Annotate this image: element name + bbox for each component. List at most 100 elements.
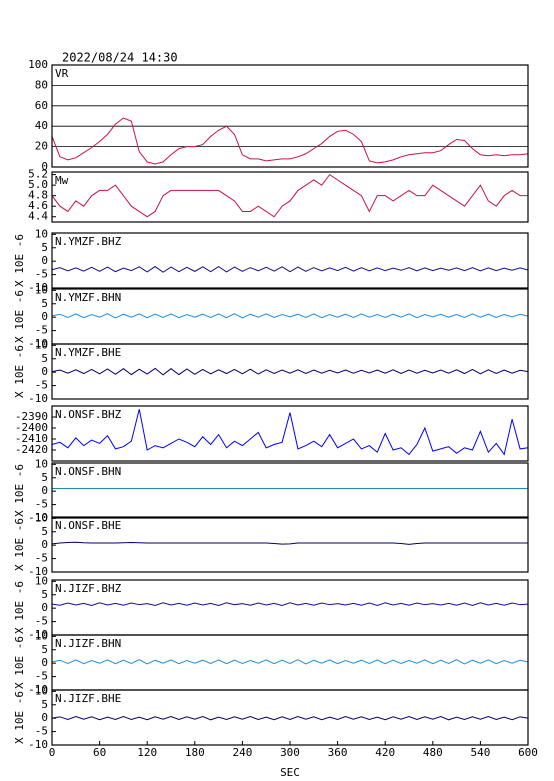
y-tick-label: -2390 xyxy=(15,410,48,423)
y-tick-label: -10 xyxy=(28,511,48,524)
x-tick-label: 180 xyxy=(185,746,205,759)
y-tick-label: 10 xyxy=(35,574,48,587)
panel-label: N.YMZF.BHZ xyxy=(55,235,122,248)
y-tick-label: -2400 xyxy=(15,421,48,434)
y-axis-label: X 10E -6 xyxy=(13,691,26,744)
y-tick-label: 5 xyxy=(41,588,48,601)
trace xyxy=(51,117,529,165)
y-tick-label: 10 xyxy=(35,283,48,296)
x-tick-label: 60 xyxy=(93,746,106,759)
y-tick-label: 0 xyxy=(41,310,48,323)
y-tick-label: 60 xyxy=(35,99,48,112)
y-axis-label: X 10E -6 xyxy=(13,518,26,571)
y-tick-label: 0 xyxy=(41,601,48,614)
y-tick-label: 5 xyxy=(41,241,48,254)
panel-frame xyxy=(51,232,529,289)
y-tick-label: -10 xyxy=(28,392,48,405)
y-tick-label: -10 xyxy=(28,281,48,294)
y-tick-label: 5.0 xyxy=(28,178,48,191)
y-tick-label: 20 xyxy=(35,140,48,153)
y-tick-label: -5 xyxy=(35,725,48,738)
panel-frame xyxy=(51,516,529,573)
y-tick-label: 10 xyxy=(35,338,48,351)
y-tick-label: 0 xyxy=(41,160,48,173)
trace xyxy=(51,313,529,319)
y-tick-label: 0 xyxy=(41,656,48,669)
chart-title: 2022/08/24 14:30 xyxy=(62,51,178,65)
y-tick-label: 0 xyxy=(41,711,48,724)
y-axis-label: X 10E -6 xyxy=(13,464,26,517)
x-tick-label: 120 xyxy=(137,746,157,759)
panel-frame xyxy=(51,462,529,519)
y-tick-label: 4.6 xyxy=(28,199,48,212)
x-tick-label: 360 xyxy=(328,746,348,759)
y-tick-label: 5 xyxy=(41,297,48,310)
panel-frame xyxy=(51,64,529,168)
y-tick-label: -5 xyxy=(35,268,48,281)
x-tick-label: 600 xyxy=(518,746,538,759)
y-axis-label: X 10E -6 xyxy=(13,345,26,398)
y-tick-label: -2410 xyxy=(15,432,48,445)
panel-label: VR xyxy=(55,67,69,80)
y-tick-label: 5 xyxy=(41,698,48,711)
y-tick-label: 10 xyxy=(35,684,48,697)
x-tick-label: 540 xyxy=(470,746,490,759)
y-tick-label: -10 xyxy=(28,565,48,578)
x-tick-label: 240 xyxy=(232,746,252,759)
y-tick-label: -5 xyxy=(35,498,48,511)
y-tick-label: 10 xyxy=(35,629,48,642)
x-tick-label: 300 xyxy=(280,746,300,759)
y-tick-label: 5 xyxy=(41,643,48,656)
y-tick-label: -10 xyxy=(28,683,48,696)
y-tick-label: 40 xyxy=(35,119,48,132)
y-axis-label: X 10E -6 xyxy=(13,290,26,343)
y-tick-label: 5.2 xyxy=(28,168,48,181)
panel-label: N.YMZF.BHE xyxy=(55,346,121,359)
y-tick-label: -10 xyxy=(28,738,48,751)
trace xyxy=(51,659,529,665)
trace xyxy=(51,173,528,218)
y-axis-label: X 10E -6 xyxy=(13,636,26,689)
x-tick-label: 0 xyxy=(49,746,56,759)
y-tick-label: 0 xyxy=(41,538,48,551)
y-tick-label: 5 xyxy=(41,525,48,538)
trace xyxy=(51,409,529,456)
x-tick-label: 480 xyxy=(423,746,443,759)
y-tick-label: 0 xyxy=(41,254,48,267)
y-tick-label: -5 xyxy=(35,324,48,337)
y-tick-label: 4.8 xyxy=(28,189,48,202)
y-tick-label: 80 xyxy=(35,78,48,91)
y-tick-label: -5 xyxy=(35,379,48,392)
trace xyxy=(51,602,529,607)
y-tick-label: -5 xyxy=(35,552,48,565)
y-tick-label: -10 xyxy=(28,628,48,641)
x-tick-label: 420 xyxy=(375,746,395,759)
panel-frame xyxy=(51,171,529,223)
panel-label: N.JIZF.BHN xyxy=(55,637,121,650)
y-tick-label: -5 xyxy=(35,615,48,628)
y-axis-label: X 10E -6 xyxy=(13,581,26,634)
panel-label: Mw xyxy=(55,174,69,187)
panel-label: N.YMZF.BHN xyxy=(55,291,121,304)
y-tick-label: 0 xyxy=(41,484,48,497)
y-tick-label: -2420 xyxy=(15,443,48,456)
panel-frame xyxy=(51,405,529,462)
y-tick-label: 5 xyxy=(41,471,48,484)
y-tick-label: 4.4 xyxy=(28,210,48,223)
y-tick-label: -5 xyxy=(35,670,48,683)
y-tick-label: 10 xyxy=(35,457,48,470)
trace xyxy=(51,367,529,376)
y-tick-label: 10 xyxy=(35,227,48,240)
trace xyxy=(51,716,529,721)
panel-label: N.ONSF.BHN xyxy=(55,465,121,478)
y-tick-label: 0 xyxy=(41,365,48,378)
y-tick-label: 100 xyxy=(28,58,48,71)
y-tick-label: 10 xyxy=(35,511,48,524)
panel-label: N.JIZF.BHZ xyxy=(55,582,122,595)
trace xyxy=(51,541,528,545)
y-axis-label: X 10E -6 xyxy=(13,234,26,287)
y-tick-label: 5 xyxy=(41,352,48,365)
panel-frame xyxy=(51,343,529,400)
